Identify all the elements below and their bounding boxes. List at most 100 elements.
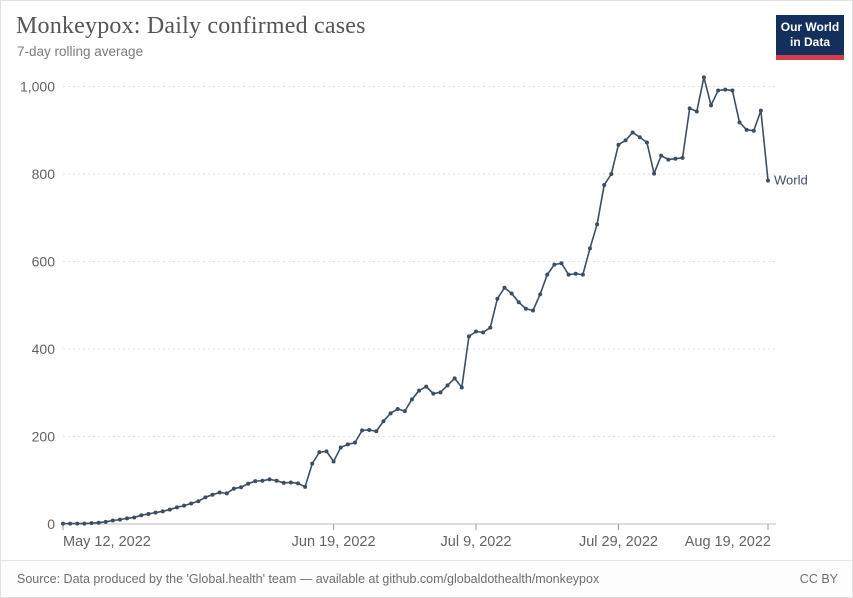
data-point[interactable]: [516, 300, 521, 305]
data-point[interactable]: [331, 459, 336, 464]
data-point[interactable]: [694, 109, 699, 114]
license-badge[interactable]: CC BY: [799, 572, 838, 586]
data-point[interactable]: [395, 406, 400, 411]
data-point[interactable]: [709, 103, 714, 108]
data-point[interactable]: [417, 388, 422, 393]
data-point[interactable]: [587, 246, 592, 251]
data-point[interactable]: [160, 509, 165, 514]
data-point[interactable]: [630, 130, 635, 135]
data-point[interactable]: [431, 391, 436, 396]
data-point[interactable]: [566, 272, 571, 277]
data-point[interactable]: [324, 449, 329, 454]
data-point[interactable]: [701, 75, 706, 80]
data-point[interactable]: [766, 178, 770, 183]
data-point[interactable]: [231, 486, 236, 491]
data-point[interactable]: [744, 127, 749, 132]
owid-logo[interactable]: Our World in Data: [776, 15, 844, 60]
data-point[interactable]: [424, 384, 429, 389]
data-point[interactable]: [445, 383, 450, 388]
data-point[interactable]: [288, 480, 293, 485]
data-point[interactable]: [203, 495, 208, 500]
data-point[interactable]: [182, 503, 187, 508]
data-point[interactable]: [481, 330, 486, 335]
data-point[interactable]: [459, 385, 464, 390]
data-point[interactable]: [110, 518, 115, 523]
data-point[interactable]: [559, 261, 564, 266]
data-point[interactable]: [196, 499, 201, 504]
data-point[interactable]: [281, 480, 286, 485]
data-point[interactable]: [580, 272, 585, 277]
data-point[interactable]: [89, 521, 94, 526]
data-point[interactable]: [345, 442, 350, 447]
data-point[interactable]: [730, 88, 735, 93]
data-point[interactable]: [217, 490, 222, 495]
data-point[interactable]: [509, 291, 514, 296]
data-point[interactable]: [61, 521, 65, 526]
data-point[interactable]: [652, 171, 657, 176]
data-point[interactable]: [82, 521, 87, 526]
data-point[interactable]: [737, 120, 742, 125]
data-point[interactable]: [680, 155, 685, 160]
data-point[interactable]: [595, 222, 600, 227]
data-point[interactable]: [502, 285, 507, 290]
data-point[interactable]: [616, 142, 621, 147]
data-point[interactable]: [132, 515, 137, 520]
chart-canvas[interactable]: 0 200 400 600 800 1,000 May 12, 2022 Jun 19, 20…: [1, 71, 853, 563]
data-point[interactable]: [523, 306, 528, 311]
data-point[interactable]: [666, 157, 671, 162]
data-point[interactable]: [716, 88, 721, 93]
data-point[interactable]: [602, 182, 607, 187]
world-series-line[interactable]: [63, 76, 769, 525]
data-point[interactable]: [466, 334, 471, 339]
data-point[interactable]: [139, 513, 144, 518]
data-point[interactable]: [267, 477, 272, 482]
data-point[interactable]: [260, 478, 265, 483]
data-point[interactable]: [673, 156, 678, 161]
data-point[interactable]: [552, 262, 557, 267]
data-point[interactable]: [174, 505, 179, 510]
data-point[interactable]: [117, 517, 122, 522]
data-point[interactable]: [488, 325, 493, 330]
data-point[interactable]: [573, 271, 578, 276]
data-point[interactable]: [146, 511, 151, 516]
data-point[interactable]: [125, 516, 130, 521]
data-point[interactable]: [296, 481, 300, 486]
data-point[interactable]: [274, 478, 279, 483]
data-point[interactable]: [338, 445, 343, 450]
data-point[interactable]: [310, 461, 315, 466]
data-point[interactable]: [409, 397, 414, 402]
data-point[interactable]: [531, 308, 535, 313]
data-point[interactable]: [246, 481, 251, 486]
data-point[interactable]: [253, 479, 258, 484]
data-point[interactable]: [352, 440, 357, 445]
data-point[interactable]: [103, 519, 108, 524]
data-point[interactable]: [68, 521, 73, 526]
data-point[interactable]: [452, 376, 457, 381]
data-point[interactable]: [96, 520, 101, 525]
data-point[interactable]: [609, 172, 614, 176]
data-point[interactable]: [644, 140, 649, 145]
data-point[interactable]: [687, 106, 692, 111]
data-point[interactable]: [545, 272, 550, 277]
data-point[interactable]: [317, 450, 322, 455]
data-point[interactable]: [623, 138, 628, 143]
data-point[interactable]: [239, 485, 244, 490]
data-point[interactable]: [303, 484, 308, 489]
data-point[interactable]: [167, 507, 172, 512]
data-point[interactable]: [438, 390, 443, 395]
data-point[interactable]: [474, 329, 479, 334]
data-point[interactable]: [360, 428, 365, 433]
data-point[interactable]: [388, 411, 393, 416]
data-point[interactable]: [538, 292, 543, 297]
data-point[interactable]: [659, 153, 664, 158]
data-point[interactable]: [153, 510, 158, 515]
data-point[interactable]: [374, 429, 379, 434]
data-point[interactable]: [723, 87, 728, 92]
data-point[interactable]: [637, 135, 642, 140]
data-point[interactable]: [224, 491, 229, 496]
data-point[interactable]: [210, 492, 215, 497]
data-point[interactable]: [758, 108, 763, 113]
data-point[interactable]: [381, 419, 386, 424]
data-point[interactable]: [495, 296, 500, 301]
data-point[interactable]: [189, 501, 194, 506]
